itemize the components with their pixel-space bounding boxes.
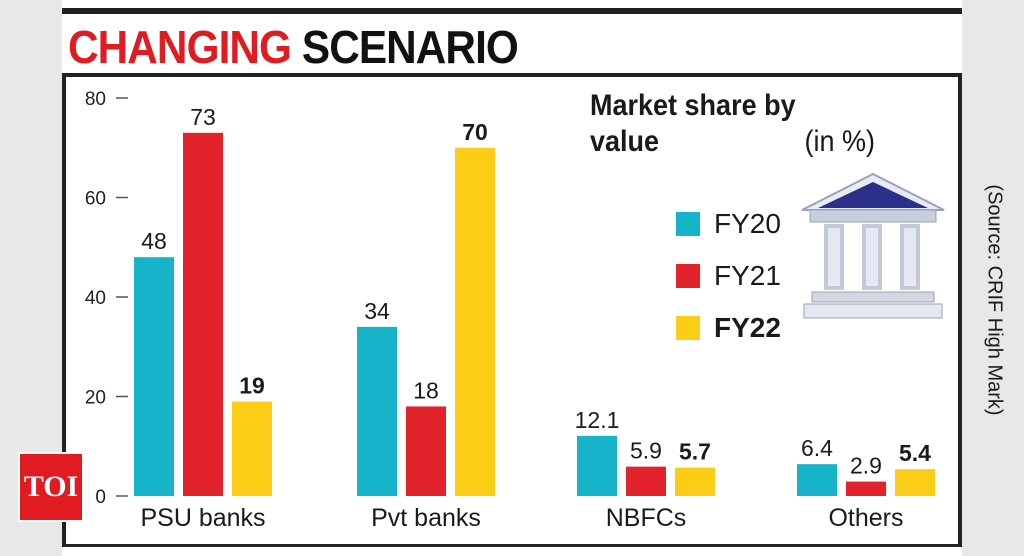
bar-fy21: [626, 466, 666, 496]
y-tick-label: 40: [85, 288, 106, 309]
toi-logo: TOI: [18, 452, 84, 522]
bar-value-label: 5.7: [679, 439, 711, 465]
y-tick-label: 60: [85, 189, 106, 210]
bar-value-label: 34: [364, 298, 390, 324]
title-red-part: CHANGING: [68, 21, 292, 73]
category-label: NBFCs: [606, 504, 687, 532]
bar-fy20: [134, 257, 174, 496]
frame-bottom: [62, 544, 962, 547]
bar-fy20: [797, 464, 837, 496]
top-rule: [62, 8, 962, 14]
legend-title-bold: Market share by value: [590, 89, 796, 158]
bar-value-label: 6.4: [801, 435, 833, 461]
bar-fy22: [455, 147, 495, 496]
category-label: PSU banks: [140, 504, 265, 532]
bar-fy22: [675, 467, 715, 496]
source-note: (Source: CRIF High Mark): [983, 184, 1006, 416]
legend-label-fy20: FY20: [714, 208, 781, 239]
frame-left: [62, 73, 66, 546]
bar-fy20: [357, 326, 397, 496]
title-black-part: SCENARIO: [301, 21, 519, 73]
legend-label-fy22: FY22: [714, 312, 781, 343]
bar-value-label: 18: [413, 377, 439, 403]
legend-item-fy20: FY20: [676, 198, 781, 250]
y-tick-label: 20: [85, 388, 106, 409]
category-label: Others: [828, 504, 903, 532]
bar-fy22: [232, 401, 272, 496]
bar-value-label: 73: [190, 104, 216, 130]
bar-value-label: 70: [462, 119, 488, 145]
bar-value-label: 5.9: [630, 438, 662, 464]
legend-swatch-fy21: [676, 264, 700, 288]
infographic-panel: CHANGING SCENARIO Market share by value …: [18, 0, 1006, 556]
bank-building-icon: [801, 172, 945, 319]
legend: FY20 FY21 FY22: [676, 198, 781, 354]
right-background: [962, 0, 1024, 556]
y-tick-label: 80: [85, 89, 106, 110]
frame-top: [62, 73, 962, 77]
category-label: Pvt banks: [371, 504, 481, 532]
legend-swatch-fy22: [676, 316, 700, 340]
legend-item-fy21: FY21: [676, 250, 781, 302]
bar-value-label: 5.4: [899, 440, 931, 466]
bar-value-label: 48: [141, 228, 167, 254]
bar-fy21: [406, 406, 446, 496]
bar-chart: 0 20 40 60 80 48 73 19 PSU banks 34 18 70 Pvt banks 1…: [85, 89, 935, 532]
bar-value-label: 12.1: [575, 407, 620, 433]
y-tick-label: 0: [95, 487, 106, 508]
bar-value-label: 2.9: [850, 453, 882, 479]
legend-item-fy22: FY22: [676, 302, 781, 354]
legend-title-unit: (in %): [804, 125, 876, 158]
bar-fy21: [183, 132, 223, 496]
bar-fy22: [895, 469, 935, 496]
bar-fy20: [577, 435, 617, 496]
legend-swatch-fy20: [676, 212, 700, 236]
legend-label-fy21: FY21: [714, 260, 781, 291]
page-title: CHANGING SCENARIO: [68, 20, 519, 74]
frame-right: [958, 73, 962, 546]
bar-fy21: [846, 481, 886, 496]
legend-title: Market share by value (in %): [590, 88, 875, 160]
bar-value-label: 19: [239, 372, 265, 398]
